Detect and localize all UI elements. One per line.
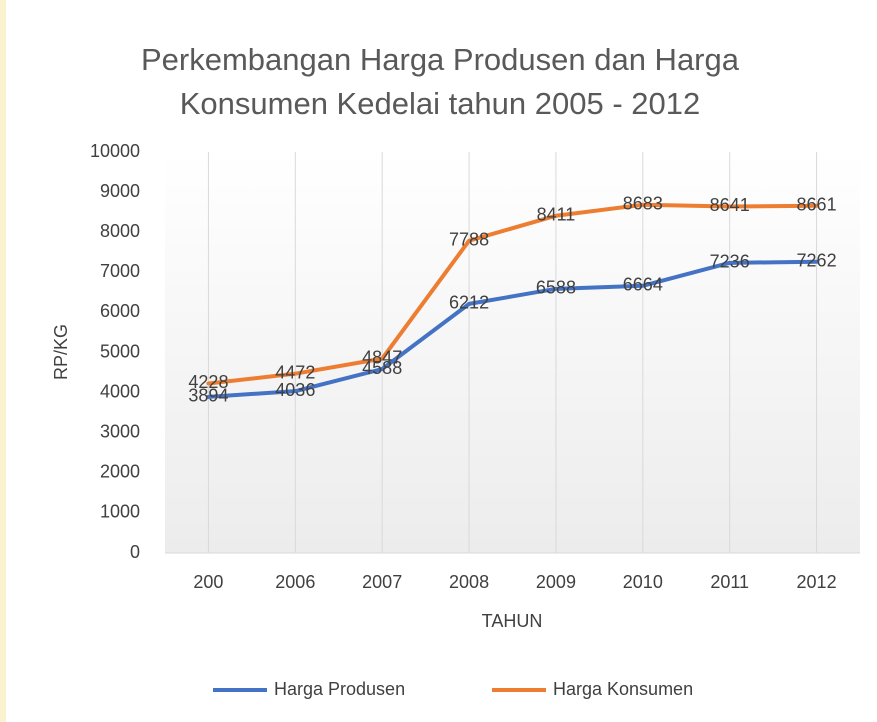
x-tick-label: 2010 bbox=[623, 572, 663, 592]
data-label: 6664 bbox=[623, 275, 663, 295]
data-label: 4472 bbox=[275, 362, 315, 382]
data-label: 8661 bbox=[797, 194, 837, 214]
x-tick-label: 2008 bbox=[449, 572, 489, 592]
data-label: 4036 bbox=[275, 380, 315, 400]
data-label: 4847 bbox=[362, 347, 402, 367]
data-label: 8683 bbox=[623, 194, 663, 214]
y-tick-label: 7000 bbox=[100, 261, 140, 281]
x-tick-label: 200 bbox=[193, 572, 223, 592]
data-label: 3894 bbox=[188, 386, 228, 406]
data-label: 4228 bbox=[188, 372, 228, 392]
data-label: 4588 bbox=[362, 358, 402, 378]
data-label: 7236 bbox=[710, 252, 750, 272]
y-tick-label: 6000 bbox=[100, 301, 140, 321]
chart-title: Perkembangan Harga Produsen dan Harga Ko… bbox=[141, 42, 739, 121]
y-tick-label: 8000 bbox=[100, 221, 140, 241]
x-tick-label: 2012 bbox=[797, 572, 837, 592]
data-label: 8641 bbox=[710, 195, 750, 215]
data-label: 6212 bbox=[449, 293, 489, 313]
data-label: 8411 bbox=[537, 204, 576, 224]
plot-area bbox=[165, 152, 860, 553]
y-tick-label: 0 bbox=[130, 542, 140, 562]
y-tick-label: 10000 bbox=[90, 141, 140, 161]
y-tick-label: 5000 bbox=[100, 341, 140, 361]
data-label: 6588 bbox=[536, 278, 576, 298]
series-line bbox=[206, 202, 819, 386]
x-tick-label: 2009 bbox=[536, 572, 576, 592]
x-tick-label: 2006 bbox=[275, 572, 315, 592]
y-tick-label: 2000 bbox=[100, 462, 140, 482]
y-tick-label: 9000 bbox=[100, 181, 140, 201]
left-border bbox=[0, 0, 6, 722]
x-tick-label: 2011 bbox=[710, 572, 749, 592]
series-line bbox=[206, 259, 819, 399]
legend-label: Harga Produsen bbox=[274, 679, 405, 699]
x-tick-label: 2007 bbox=[362, 572, 402, 592]
y-tick-label: 1000 bbox=[100, 502, 140, 522]
y-axis-label: RP/KG bbox=[51, 324, 71, 380]
data-label: 7262 bbox=[797, 251, 837, 271]
y-tick-label: 4000 bbox=[100, 381, 140, 401]
x-axis-label: TAHUN bbox=[482, 611, 543, 631]
legend-label: Harga Konsumen bbox=[553, 679, 693, 699]
y-tick-label: 3000 bbox=[100, 421, 140, 441]
data-label: 7788 bbox=[449, 229, 489, 249]
